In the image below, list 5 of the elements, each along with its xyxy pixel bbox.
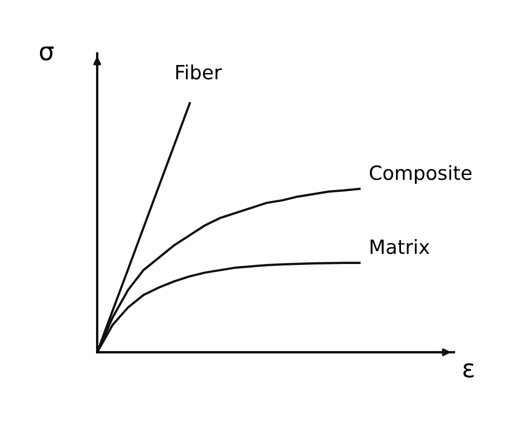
series-label: Composite (370, 165, 472, 184)
y-axis-title: σ (40, 46, 54, 60)
x-axis-title: ε (463, 363, 474, 378)
series-label: Matrix (370, 239, 430, 254)
series-label: Fiber (176, 64, 222, 80)
